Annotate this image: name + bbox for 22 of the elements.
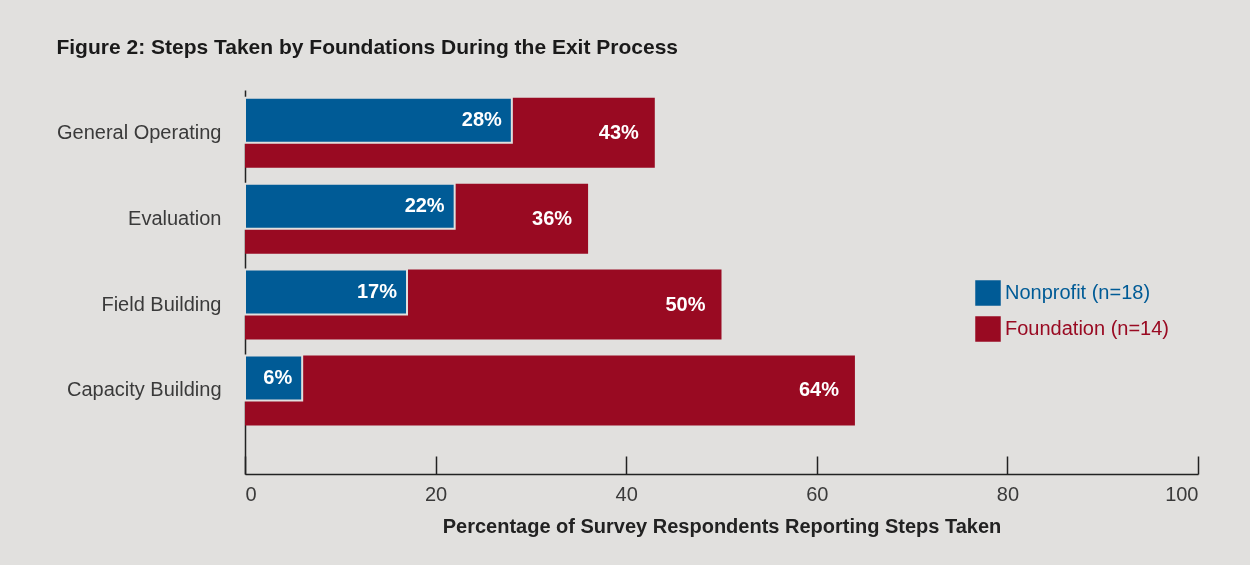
data-label: 50% [665, 292, 706, 315]
x-tick-label: 0 [245, 482, 257, 505]
legend-label: Foundation (n=14) [1005, 317, 1170, 339]
data-label: 43% [598, 120, 639, 143]
y-tick-label: Capacity Building [66, 378, 222, 401]
x-tick-label: 40 [615, 482, 638, 505]
data-label: 64% [798, 378, 840, 401]
data-label: 17% [356, 280, 398, 303]
legend-label: Nonprofit (n=18) [1005, 281, 1151, 303]
x-axis-title: Percentage of Survey Respondents Reporting Steps Taken [442, 514, 1002, 537]
y-tick-label: Evaluation [128, 206, 222, 229]
data-label: 28% [461, 108, 503, 131]
x-tick-label: 20 [424, 482, 448, 505]
data-label: 6% [263, 365, 293, 388]
x-tick-label: 80 [996, 482, 1020, 505]
chart-title: Figure 2: Steps Taken by Foundations During the Exit Process [56, 35, 679, 58]
y-tick-label: Field Building [101, 292, 222, 315]
data-label: 22% [404, 194, 445, 217]
x-tick-label: 100 [1165, 482, 1199, 505]
x-tick-label: 60 [806, 482, 829, 505]
data-label: 36% [532, 206, 573, 229]
y-tick-label: General Operating [56, 120, 222, 143]
